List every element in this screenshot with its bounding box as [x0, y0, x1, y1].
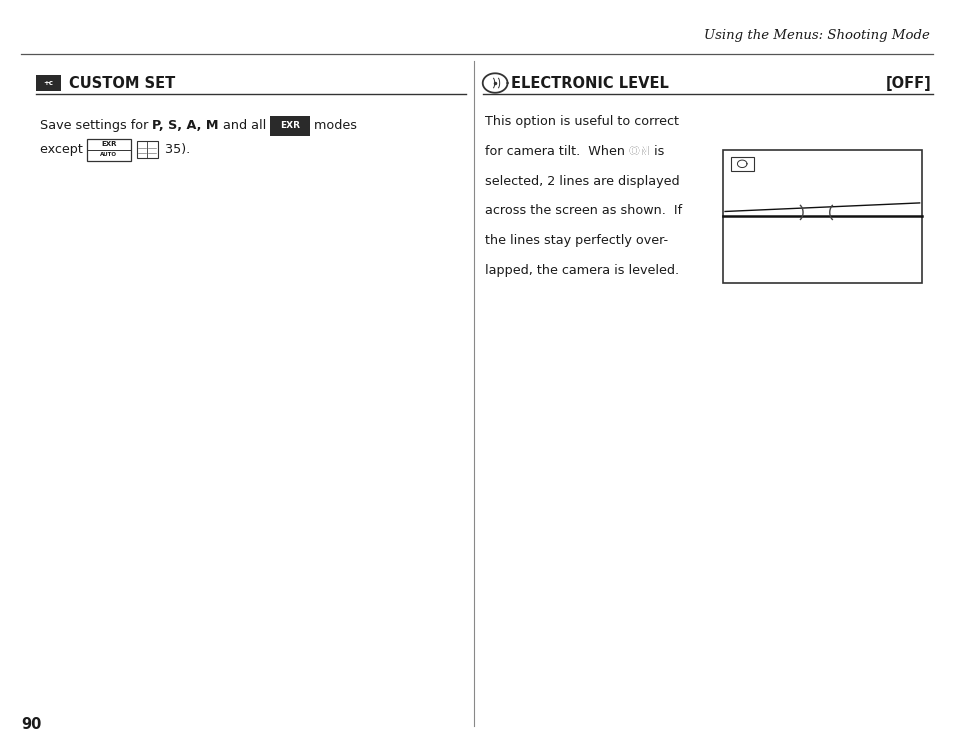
Text: selected, 2 lines are displayed: selected, 2 lines are displayed — [484, 174, 679, 188]
Text: +c: +c — [44, 80, 53, 86]
Text: Using the Menus: Shooting Mode: Using the Menus: Shooting Mode — [703, 29, 929, 43]
Text: CUSTOM SET: CUSTOM SET — [69, 76, 174, 91]
Text: across the screen as shown.  If: across the screen as shown. If — [484, 204, 681, 218]
Text: 35).: 35). — [161, 143, 191, 156]
Text: is: is — [649, 144, 664, 158]
Bar — [36, 75, 61, 91]
Text: P, S, A, M: P, S, A, M — [152, 119, 218, 132]
Text: the lines stay perfectly over-: the lines stay perfectly over- — [484, 234, 667, 248]
Text: 90: 90 — [21, 717, 41, 732]
Bar — [87, 139, 131, 162]
Text: except: except — [40, 143, 87, 156]
Bar — [722, 150, 921, 283]
Bar — [270, 117, 310, 136]
Bar — [730, 157, 753, 171]
Text: modes: modes — [310, 119, 356, 132]
Text: AUTO: AUTO — [100, 153, 117, 157]
Text: [OFF]: [OFF] — [884, 76, 930, 91]
Text: ON: ON — [628, 144, 649, 158]
Text: ON: ON — [628, 144, 649, 158]
Bar — [136, 141, 157, 158]
Text: EXR: EXR — [280, 121, 300, 130]
Text: ELECTRONIC LEVEL: ELECTRONIC LEVEL — [511, 76, 668, 91]
Text: This option is useful to correct: This option is useful to correct — [484, 114, 678, 128]
Text: EXR: EXR — [101, 141, 116, 147]
Text: for camera tilt.  When: for camera tilt. When — [484, 144, 628, 158]
Text: Save settings for: Save settings for — [40, 119, 152, 132]
Text: and all: and all — [218, 119, 270, 132]
Text: lapped, the camera is leveled.: lapped, the camera is leveled. — [484, 264, 678, 278]
